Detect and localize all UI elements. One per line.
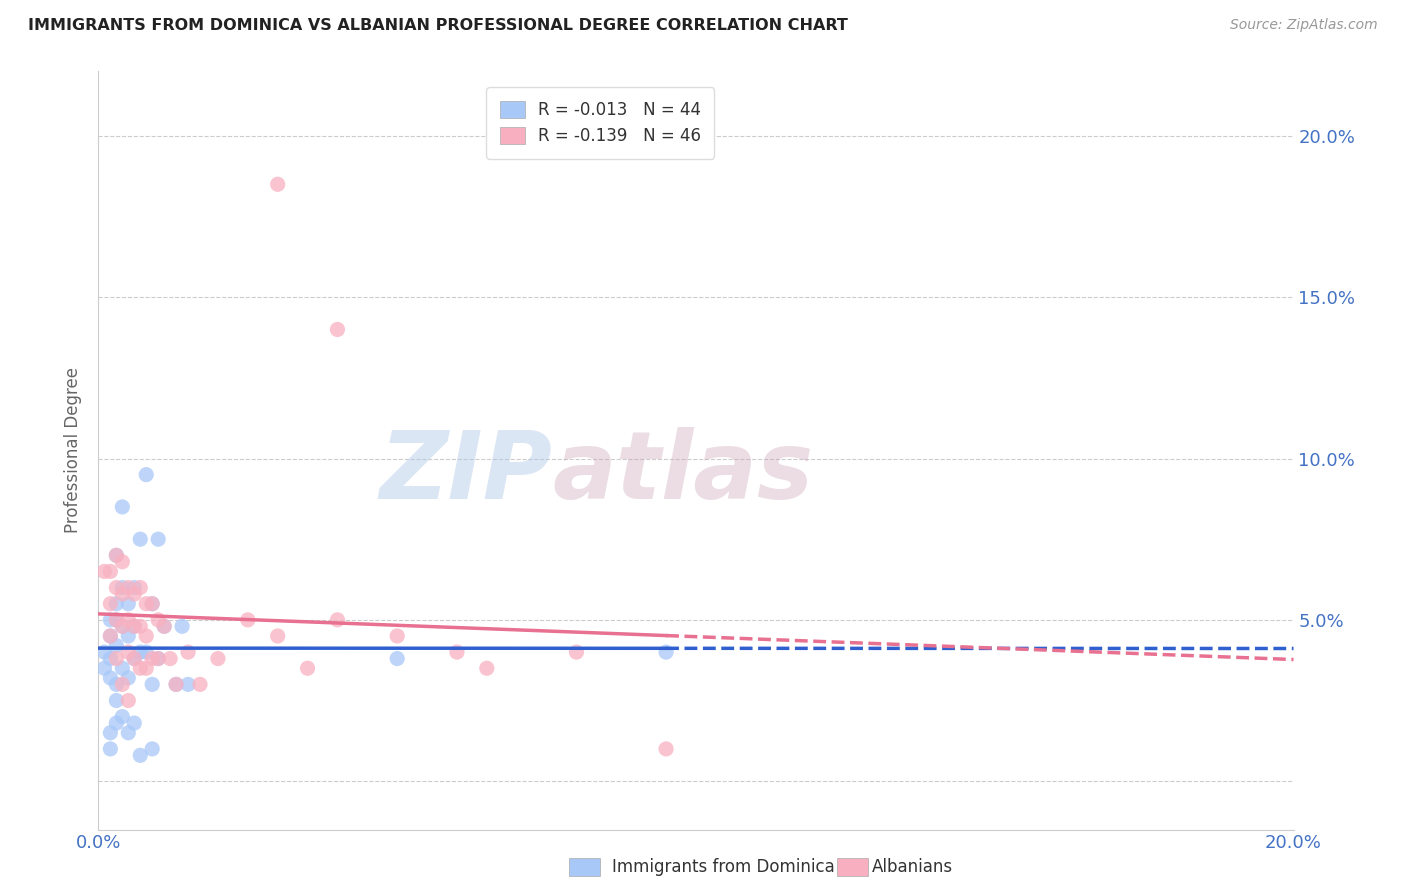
Point [141, 597, 163, 611]
Point [148, 651, 170, 665]
Point [236, 613, 259, 627]
Point [98, 613, 122, 627]
Text: IMMIGRANTS FROM DOMINICA VS ALBANIAN PROFESSIONAL DEGREE CORRELATION CHART: IMMIGRANTS FROM DOMINICA VS ALBANIAN PRO… [28, 18, 848, 33]
Point [111, 587, 134, 601]
Point [98, 651, 122, 665]
Point [117, 629, 139, 643]
Point [105, 581, 128, 595]
Point [124, 716, 146, 731]
Point [117, 613, 139, 627]
Point [105, 677, 128, 691]
Point [124, 587, 146, 601]
Point [153, 619, 176, 633]
Point [105, 549, 128, 563]
Point [165, 677, 187, 691]
Point [207, 651, 229, 665]
Point [159, 651, 181, 665]
Point [177, 645, 200, 659]
Point [385, 629, 409, 643]
Point [111, 500, 134, 514]
Point [111, 555, 134, 569]
Text: ZIP: ZIP [380, 427, 553, 519]
Point [129, 581, 152, 595]
Text: Source: ZipAtlas.com: Source: ZipAtlas.com [1230, 18, 1378, 32]
Point [105, 613, 128, 627]
Point [117, 693, 139, 707]
Point [267, 629, 290, 643]
Point [93, 645, 115, 659]
Point [98, 629, 122, 643]
Point [129, 619, 152, 633]
Point [111, 661, 134, 675]
Point [141, 677, 163, 691]
Point [124, 651, 146, 665]
Point [148, 651, 170, 665]
Point [117, 581, 139, 595]
Point [177, 677, 200, 691]
Point [124, 651, 146, 665]
Point [475, 661, 498, 675]
Point [165, 677, 187, 691]
Y-axis label: Professional Degree: Professional Degree [65, 368, 83, 533]
Point [98, 565, 122, 579]
Point [117, 645, 139, 659]
Point [141, 742, 163, 756]
Point [111, 581, 134, 595]
Legend: R = -0.013   N = 44, R = -0.139   N = 46: R = -0.013 N = 44, R = -0.139 N = 46 [486, 87, 714, 159]
Point [105, 597, 128, 611]
Point [297, 661, 319, 675]
Point [135, 629, 157, 643]
Text: Immigrants from Dominica: Immigrants from Dominica [612, 858, 834, 876]
Point [98, 671, 122, 685]
Point [111, 619, 134, 633]
Point [565, 645, 588, 659]
Point [105, 549, 128, 563]
Point [93, 661, 115, 675]
Point [105, 639, 128, 653]
Point [153, 619, 176, 633]
Point [111, 677, 134, 691]
Point [105, 613, 128, 627]
Point [326, 322, 349, 336]
Point [98, 597, 122, 611]
Point [124, 581, 146, 595]
Point [129, 748, 152, 763]
Point [655, 645, 678, 659]
Point [124, 619, 146, 633]
Point [93, 565, 115, 579]
Point [98, 742, 122, 756]
Point [98, 725, 122, 739]
Point [117, 597, 139, 611]
Point [105, 716, 128, 731]
Point [117, 725, 139, 739]
Point [129, 661, 152, 675]
Point [655, 742, 678, 756]
Point [135, 597, 157, 611]
Point [141, 651, 163, 665]
Point [148, 613, 170, 627]
Point [124, 619, 146, 633]
Point [326, 613, 349, 627]
Point [105, 693, 128, 707]
Text: Albanians: Albanians [872, 858, 953, 876]
Point [385, 651, 409, 665]
Point [111, 709, 134, 723]
Text: atlas: atlas [553, 427, 814, 519]
Point [188, 677, 211, 691]
Point [267, 178, 290, 192]
Point [148, 532, 170, 546]
Point [135, 661, 157, 675]
Point [135, 467, 157, 482]
Point [135, 645, 157, 659]
Point [117, 671, 139, 685]
Point [446, 645, 468, 659]
Point [141, 597, 163, 611]
Point [105, 651, 128, 665]
Point [129, 645, 152, 659]
Point [129, 532, 152, 546]
Point [98, 629, 122, 643]
Point [111, 619, 134, 633]
Point [172, 619, 194, 633]
